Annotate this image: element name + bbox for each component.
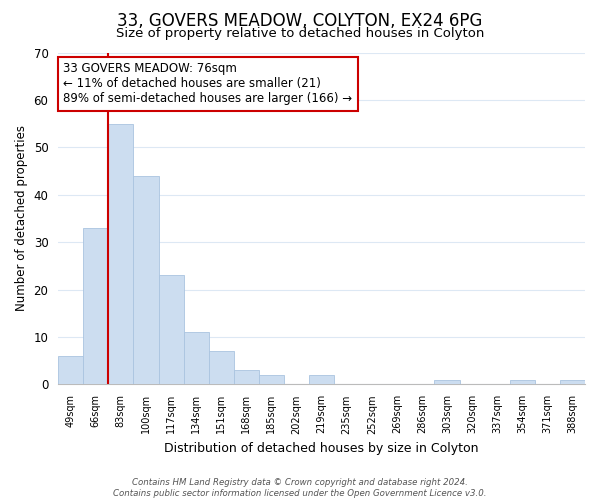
- Text: Contains HM Land Registry data © Crown copyright and database right 2024.
Contai: Contains HM Land Registry data © Crown c…: [113, 478, 487, 498]
- Bar: [209, 352, 234, 384]
- Bar: [83, 228, 109, 384]
- Bar: [184, 332, 209, 384]
- Bar: [133, 176, 158, 384]
- X-axis label: Distribution of detached houses by size in Colyton: Distribution of detached houses by size …: [164, 442, 479, 455]
- Bar: [560, 380, 585, 384]
- Text: Size of property relative to detached houses in Colyton: Size of property relative to detached ho…: [116, 28, 484, 40]
- Bar: [309, 375, 334, 384]
- Text: 33, GOVERS MEADOW, COLYTON, EX24 6PG: 33, GOVERS MEADOW, COLYTON, EX24 6PG: [118, 12, 482, 30]
- Text: 33 GOVERS MEADOW: 76sqm
← 11% of detached houses are smaller (21)
89% of semi-de: 33 GOVERS MEADOW: 76sqm ← 11% of detache…: [64, 62, 353, 106]
- Bar: [434, 380, 460, 384]
- Y-axis label: Number of detached properties: Number of detached properties: [15, 126, 28, 312]
- Bar: [58, 356, 83, 384]
- Bar: [109, 124, 133, 384]
- Bar: [259, 375, 284, 384]
- Bar: [234, 370, 259, 384]
- Bar: [158, 276, 184, 384]
- Bar: [510, 380, 535, 384]
